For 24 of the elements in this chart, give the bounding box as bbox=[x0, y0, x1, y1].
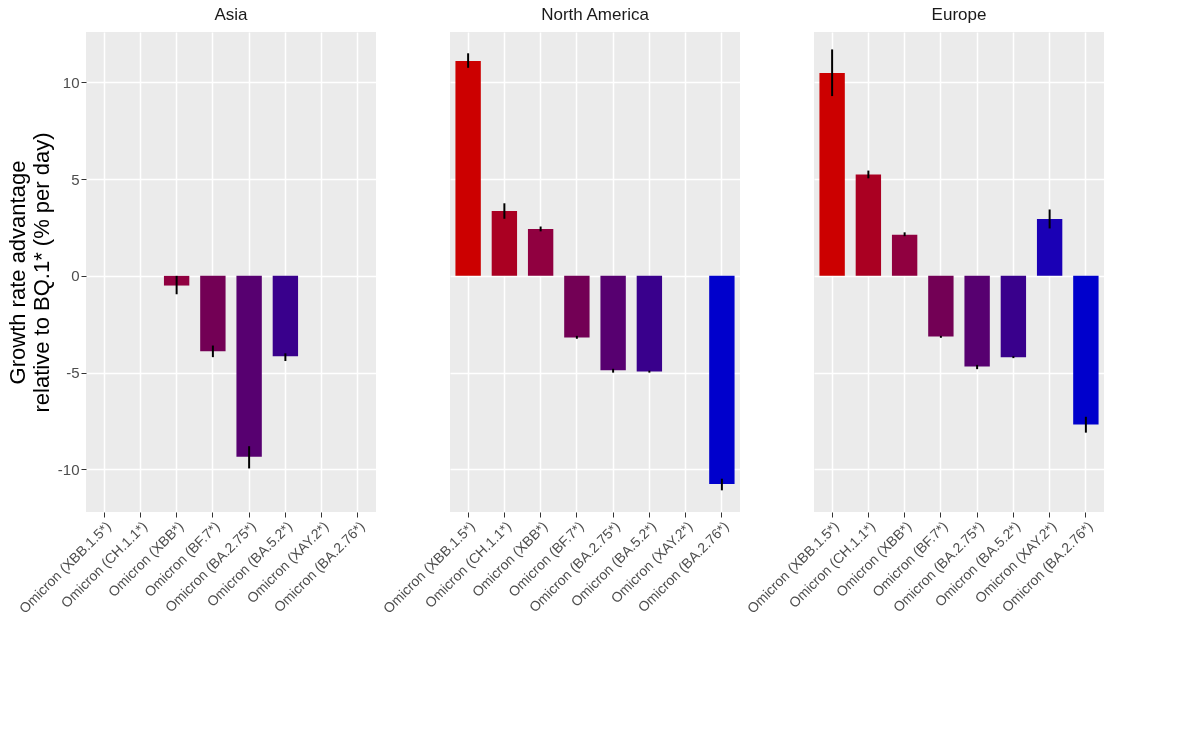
bar bbox=[491, 211, 518, 276]
y-tick-label: 5 bbox=[71, 170, 80, 188]
bar bbox=[636, 275, 663, 372]
bar bbox=[855, 174, 882, 276]
bar bbox=[1000, 275, 1027, 358]
bar bbox=[928, 275, 954, 337]
bar bbox=[600, 275, 626, 371]
bar bbox=[819, 73, 845, 276]
y-tick-label: -10 bbox=[57, 460, 80, 478]
bar bbox=[564, 275, 590, 338]
y-tick-label: -5 bbox=[66, 364, 80, 382]
bar bbox=[527, 229, 554, 276]
chart-title: North America bbox=[541, 5, 650, 24]
y-tick-label: 10 bbox=[62, 73, 80, 91]
chart-title: Asia bbox=[214, 5, 249, 24]
y-axis-title: Growth rate advantage relative to BQ.1* (% per day) bbox=[4, 132, 54, 413]
bar bbox=[1073, 275, 1099, 425]
bar bbox=[891, 234, 918, 276]
bar bbox=[1036, 218, 1063, 276]
bar bbox=[709, 275, 735, 484]
chart-title: Europe bbox=[931, 5, 987, 24]
y-tick-label: 0 bbox=[71, 267, 80, 285]
bar bbox=[455, 61, 481, 276]
bar bbox=[964, 275, 990, 367]
